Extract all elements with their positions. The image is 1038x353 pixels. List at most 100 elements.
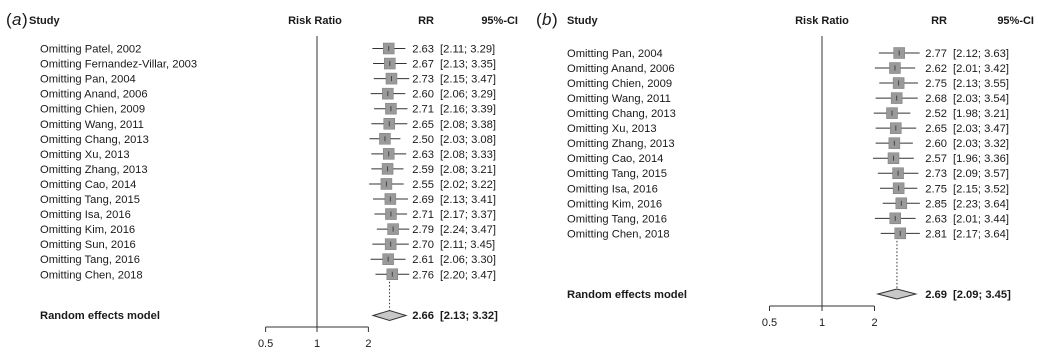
panel-b-ci-value: [2.03; 3.47] [953,123,1009,135]
panel-a-rr-value: 2.55 [412,179,434,191]
panel-a-study-label: Omitting Patel, 2002 [40,44,141,56]
panel-a-ci-value: [2.11; 3.29] [440,44,495,56]
panel-a-study-label: Omitting Anand, 2006 [40,89,148,101]
panel-b-study-label: Omitting Chang, 2013 [567,108,676,120]
panel-b-header-rr: RR [931,15,947,27]
panel-b-paren-close: ) [552,10,558,29]
panel-b-ci-value: [1.98; 3.21] [953,108,1009,120]
panel-a-study-label: Omitting Sun, 2016 [40,239,136,251]
panel-a-letter: a [12,10,21,29]
panel-a-study-label: Omitting Xu, 2013 [40,149,130,161]
panel-a-pooled-label: Random effects model [40,310,160,322]
panel-a-rr-value: 2.67 [412,59,434,71]
panel-a-ci-value: [2.08; 3.21] [440,164,496,176]
panel-b-ci-value: [1.96; 3.36] [953,153,1009,165]
panel-a-x-tick-label: 0.5 [258,338,273,350]
panel-b-study-label: Omitting Wang, 2011 [567,93,671,105]
panel-b-x-tick-label: 1 [819,317,825,329]
panel-b-study-label: Omitting Anand, 2006 [567,63,675,75]
panel-a: ( a ) Study Risk Ratio RR 95%-CI Random … [6,10,518,350]
panel-a-study-label: Omitting Tang, 2016 [40,254,140,266]
panel-a-paren-close: ) [22,10,28,29]
panel-a-x-tick-label: 2 [365,338,371,350]
panel-a-study-label: Omitting Kim, 2016 [40,224,135,236]
panel-a-header-ci: 95%-CI [481,15,518,27]
panel-a-ci-value: [2.13; 3.41] [440,194,496,206]
panel-b-header-risk-ratio: Risk Ratio [795,15,849,27]
panel-b-rr-value: 2.81 [925,228,947,240]
panel-a-ci-value: [2.08; 3.38] [440,119,496,131]
panel-b-header-study: Study [567,15,598,27]
panel-b-header-ci: 95%-CI [997,15,1034,27]
panel-a-pooled-ci: [2.13; 3.32] [440,310,498,322]
panel-b-ci-value: [2.13; 3.55] [953,78,1009,90]
panel-b-rr-value: 2.60 [925,138,947,150]
panel-a-ci-value: [2.11; 3.45] [440,239,495,251]
panel-a-rr-value: 2.76 [412,269,434,281]
panel-a-ci-value: [2.06; 3.29] [440,89,496,101]
panel-b-ci-value: [2.09; 3.57] [953,168,1009,180]
panel-a-ci-value: [2.24; 3.47] [440,224,496,236]
panel-b-rr-value: 2.75 [925,183,947,195]
panel-a-rr-value: 2.73 [412,74,434,86]
panel-a-ci-value: [2.15; 3.47] [440,74,496,86]
panel-a-header-rr: RR [418,15,434,27]
panel-b-rr-value: 2.75 [925,78,947,90]
panel-a-ci-value: [2.17; 3.37] [440,209,496,221]
panel-a-ci-value: [2.16; 3.39] [440,104,496,116]
panel-b-study-label: Omitting Isa, 2016 [567,183,658,195]
panel-b-letter: b [542,10,551,29]
panel-a-study-label: Omitting Pan, 2004 [40,74,136,86]
panel-b-ci-value: [2.03; 3.54] [953,93,1009,105]
panel-b-x-tick-label: 2 [871,317,877,329]
panel-a-study-label: Omitting Tang, 2015 [40,194,140,206]
panel-a-study-label: Omitting Chang, 2013 [40,134,149,146]
panel-a-study-label: Omitting Wang, 2011 [40,119,144,131]
panel-a-rr-value: 2.70 [412,239,434,251]
panel-b-pooled-label: Random effects model [567,289,687,301]
panel-a-paren-open: ( [6,10,12,29]
panel-b-rr-value: 2.77 [925,48,947,60]
panel-a-x-tick-label: 1 [314,338,320,350]
panel-a-rr-value: 2.50 [412,134,434,146]
panel-a-ci-value: [2.06; 3.30] [440,254,496,266]
panel-b-ci-value: [2.01; 3.42] [953,63,1009,75]
panel-a-rr-value: 2.60 [412,89,434,101]
panel-b-study-label: Omitting Kim, 2016 [567,198,662,210]
panel-a-rr-value: 2.61 [412,254,434,266]
panel-b-rr-value: 2.68 [925,93,947,105]
panel-b-paren-open: ( [536,10,542,29]
panel-b-plot: Omitting Pan, 2004 2.77 [2.12; 3.63] Omitti… [567,36,1009,329]
panel-a-rr-value: 2.71 [412,104,434,116]
panel-b-rr-value: 2.63 [925,213,947,225]
panel-b-rr-value: 2.73 [925,168,947,180]
panel-a-study-label: Omitting Isa, 2016 [40,209,131,221]
panel-a-study-label: Omitting Cao, 2014 [40,179,136,191]
panel-a-pooled-rr: 2.66 [412,310,434,322]
panel-b-study-label: Omitting Chen, 2018 [567,228,670,240]
panel-b-study-label: Omitting Tang, 2016 [567,213,667,225]
panel-b-rr-value: 2.85 [925,198,947,210]
panel-b-ci-value: [2.03; 3.32] [953,138,1009,150]
panel-b-study-label: Omitting Xu, 2013 [567,123,657,135]
panel-b-ci-value: [2.23; 3.64] [953,198,1009,210]
panel-a-rr-value: 2.63 [412,149,434,161]
panel-a-header-study: Study [29,15,60,27]
panel-b-pooled-diamond [875,288,918,300]
panel-a-pooled-diamond [371,309,408,322]
panel-b-rr-value: 2.65 [925,123,947,135]
panel-b-x-tick-label: 0.5 [762,317,777,329]
panel-a-rr-value: 2.65 [412,119,434,131]
panel-a-ci-value: [2.02; 3.22] [440,179,496,191]
panel-a-plot: Omitting Patel, 2002 2.63 [2.11; 3.29] Omit… [40,36,496,350]
panel-b-rr-value: 2.57 [925,153,947,165]
panel-b: ( b ) Study Risk Ratio RR 95%-CI Random … [536,10,1034,329]
panel-a-ci-value: [2.20; 3.47] [440,269,496,281]
panel-b-rr-value: 2.62 [925,63,947,75]
panel-a-rr-value: 2.71 [412,209,434,221]
panel-a-header-risk-ratio: Risk Ratio [288,15,342,27]
panel-b-ci-value: [2.12; 3.63] [953,48,1009,60]
panel-b-rr-value: 2.52 [925,108,947,120]
panel-a-study-label: Omitting Zhang, 2013 [40,164,148,176]
